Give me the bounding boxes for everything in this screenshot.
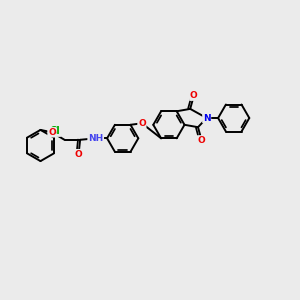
- Text: N: N: [203, 113, 211, 122]
- Text: O: O: [48, 128, 56, 137]
- Text: O: O: [190, 91, 198, 100]
- Text: O: O: [75, 150, 83, 159]
- Text: O: O: [138, 119, 146, 128]
- Text: O: O: [198, 136, 206, 145]
- Text: Cl: Cl: [50, 126, 60, 136]
- Text: NH: NH: [88, 134, 103, 143]
